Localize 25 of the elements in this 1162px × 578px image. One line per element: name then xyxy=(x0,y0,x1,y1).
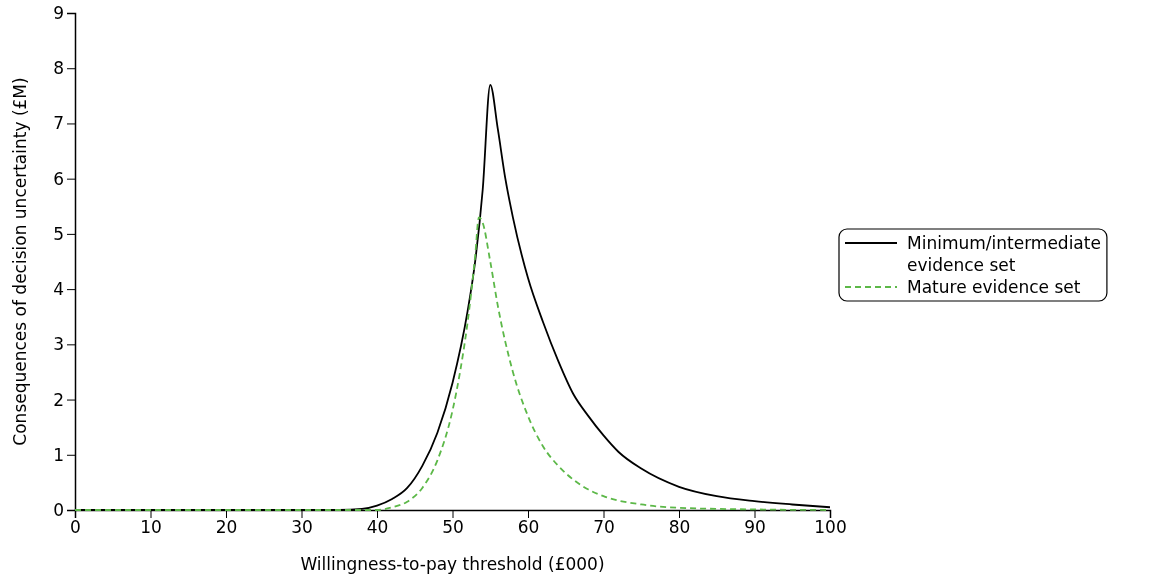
y-tick-label: 2 xyxy=(53,389,64,410)
x-tick-label: 20 xyxy=(215,517,238,538)
x-tick-label: 0 xyxy=(70,517,81,538)
x-tick-label: 80 xyxy=(668,517,691,538)
y-tick-label: 4 xyxy=(53,279,64,300)
x-tick-label: 40 xyxy=(366,517,389,538)
y-axis-title: Consequences of decision uncertainty (£M) xyxy=(10,77,30,446)
x-tick-label: 10 xyxy=(140,517,162,538)
x-tick-label: 100 xyxy=(814,517,847,538)
y-tick-label: 0 xyxy=(53,499,64,520)
x-tick-label: 50 xyxy=(442,517,464,538)
x-tick-label: 30 xyxy=(291,517,313,538)
legend-label: Minimum/intermediate evidence set xyxy=(907,233,1101,275)
y-tick-label: 7 xyxy=(53,113,64,134)
y-tick-label: 1 xyxy=(53,444,64,465)
x-axis-title: Willingness-to-pay threshold (£000) xyxy=(300,554,605,574)
y-tick-label: 9 xyxy=(53,2,64,23)
y-tick-label: 8 xyxy=(53,58,64,79)
legend-label: Mature evidence set xyxy=(907,277,1081,297)
y-tick-label: 5 xyxy=(53,223,64,244)
x-tick-label: 90 xyxy=(744,517,766,538)
y-tick-label: 6 xyxy=(53,168,64,189)
x-tick-label: 70 xyxy=(593,517,615,538)
y-tick-label: 3 xyxy=(53,334,64,355)
x-tick-label: 60 xyxy=(517,517,540,538)
